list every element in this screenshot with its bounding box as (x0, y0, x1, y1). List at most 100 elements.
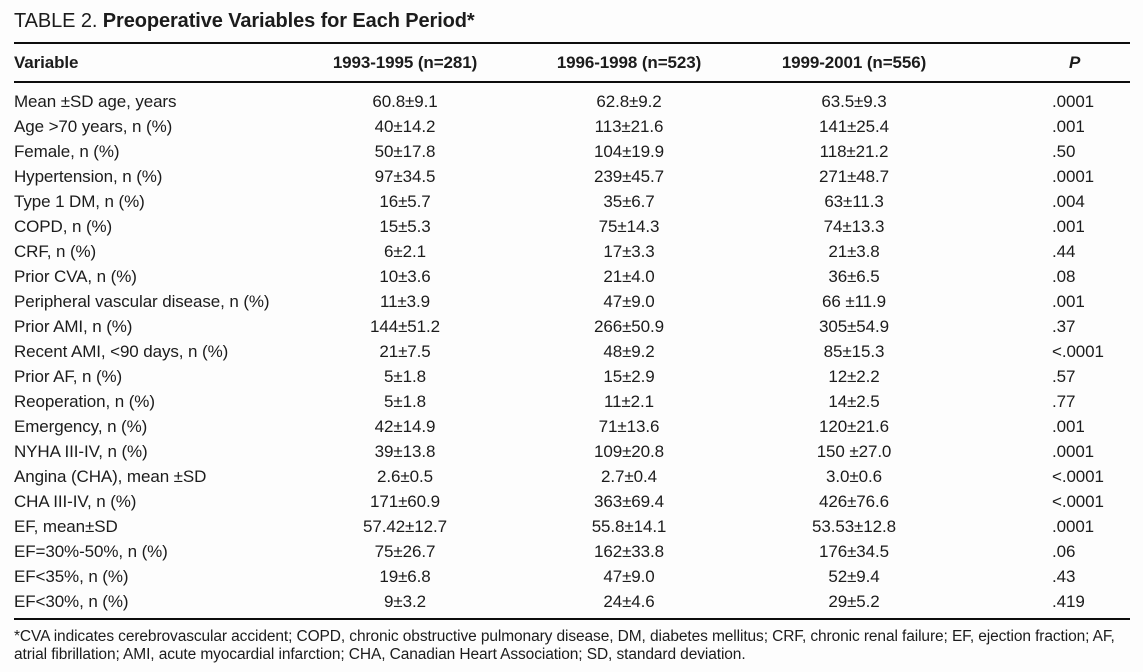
value-cell-period-2: 11±2.1 (603, 391, 654, 411)
value-cell-period-2: 15±2.9 (603, 366, 655, 386)
row-label-cell: Prior CVA, n (%) (14, 266, 137, 286)
value-cell-period-3: 63±11.3 (824, 191, 884, 211)
value-cell-period-3: 53.53±12.8 (812, 516, 896, 536)
value-cell-period-3: 36±6.5 (828, 266, 880, 286)
column-header-period-2: 1996-1998 (n=523) (556, 52, 702, 72)
row-label-cell: Prior AMI, n (%) (14, 316, 133, 336)
row-label-cell: NYHA III-IV, n (%) (14, 441, 148, 461)
value-cell-period-3: 3.0±0.6 (826, 466, 882, 486)
value-cell-period-1: 10±3.6 (379, 266, 431, 286)
value-cell-period-2: 113±21.6 (594, 116, 664, 136)
table-row: EF=30%-50%, n (%) 75±26.7 162±33.8 176±3… (14, 539, 1130, 564)
value-cell-period-1: 171±60.9 (370, 491, 440, 511)
p-value-cell: <.0001 (1052, 466, 1104, 486)
table-row: Emergency, n (%) 42±14.9 71±13.6 120±21.… (14, 414, 1130, 439)
value-cell-period-1: 5±1.8 (384, 391, 426, 411)
column-header-variable: Variable (14, 52, 79, 72)
table-rule-bottom (14, 618, 1130, 620)
row-label-cell: Age >70 years, n (%) (14, 116, 173, 136)
value-cell-period-3: 29±5.2 (828, 591, 880, 611)
row-label-cell: Angina (CHA), mean ±SD (14, 466, 207, 486)
value-cell-period-3: 176±34.5 (819, 541, 889, 561)
value-cell-period-3: 12±2.2 (828, 366, 880, 386)
value-cell-period-2: 17±3.3 (603, 241, 655, 261)
value-cell-period-2: 266±50.9 (594, 316, 664, 336)
row-label-cell: Reoperation, n (%) (14, 391, 155, 411)
value-cell-period-1: 144±51.2 (370, 316, 440, 336)
row-label-cell: Prior AF, n (%) (14, 366, 123, 386)
p-value-cell: .419 (1052, 591, 1085, 611)
row-label-cell: Recent AMI, <90 days, n (%) (14, 341, 229, 361)
row-label-cell: EF=30%-50%, n (%) (14, 541, 168, 561)
table-row: Female, n (%) 50±17.8 104±19.9 118±21.2 … (14, 139, 1130, 164)
value-cell-period-2: 109±20.8 (594, 441, 664, 461)
row-label-cell: EF, mean±SD (14, 516, 118, 536)
value-cell-period-3: 74±13.3 (823, 216, 885, 236)
table-row: Prior AMI, n (%) 144±51.2 266±50.9 305±5… (14, 314, 1130, 339)
row-label-cell: Mean ±SD age, years (14, 91, 177, 111)
value-cell-period-1: 9±3.2 (384, 591, 426, 611)
value-cell-period-1: 2.6±0.5 (377, 466, 433, 486)
table-row: Hypertension, n (%) 97±34.5 239±45.7 271… (14, 164, 1130, 189)
row-label-cell: Hypertension, n (%) (14, 166, 163, 186)
row-label-cell: CHA III-IV, n (%) (14, 491, 137, 511)
row-label-cell: COPD, n (%) (14, 216, 113, 236)
table-row: COPD, n (%) 15±5.3 75±14.3 74±13.3 .001 (14, 214, 1130, 239)
p-value-cell: <.0001 (1052, 341, 1104, 361)
table-row: Recent AMI, <90 days, n (%) 21±7.5 48±9.… (14, 339, 1130, 364)
table-row: EF<35%, n (%) 19±6.8 47±9.0 52±9.4 .43 (14, 564, 1130, 589)
value-cell-period-3: 426±76.6 (819, 491, 889, 511)
p-value-cell: .37 (1052, 316, 1076, 336)
table-row: Age >70 years, n (%) 40±14.2 113±21.6 14… (14, 114, 1130, 139)
table-row: EF<30%, n (%) 9±3.2 24±4.6 29±5.2 .419 (14, 589, 1130, 614)
value-cell-period-1: 15±5.3 (379, 216, 431, 236)
row-label-cell: Type 1 DM, n (%) (14, 191, 145, 211)
row-label-cell: EF<35%, n (%) (14, 566, 129, 586)
table-rule-header (14, 81, 1130, 83)
value-cell-period-3: 141±25.4 (819, 116, 889, 136)
value-cell-period-2: 35±6.7 (603, 191, 655, 211)
p-value-cell: .004 (1052, 191, 1085, 211)
p-value-cell: .0001 (1052, 516, 1095, 536)
value-cell-period-1: 42±14.9 (374, 416, 436, 436)
p-value-cell: .001 (1052, 416, 1085, 436)
row-label-cell: EF<30%, n (%) (14, 591, 129, 611)
column-header-p-value: P (1069, 52, 1081, 72)
p-value-cell: .08 (1052, 266, 1076, 286)
column-header-period-1: 1993-1995 (n=281) (332, 52, 478, 72)
table-row: Reoperation, n (%) 5±1.8 11±2.1 14±2.5 .… (14, 389, 1130, 414)
value-cell-period-2: 71±13.6 (598, 416, 660, 436)
value-cell-period-3: 120±21.6 (819, 416, 889, 436)
value-cell-period-1: 11±3.9 (379, 291, 430, 311)
p-value-cell: .44 (1052, 241, 1076, 261)
p-value-cell: .001 (1052, 216, 1085, 236)
value-cell-period-1: 21±7.5 (379, 341, 431, 361)
table-title: Preoperative Variables for Each Period* (102, 10, 475, 32)
value-cell-period-3: 271±48.7 (819, 166, 889, 186)
value-cell-period-3: 305±54.9 (819, 316, 889, 336)
value-cell-period-1: 60.8±9.1 (372, 91, 438, 111)
value-cell-period-2: 21±4.0 (603, 266, 655, 286)
p-value-cell: .001 (1052, 291, 1085, 311)
value-cell-period-3: 118±21.2 (819, 141, 889, 161)
value-cell-period-1: 97±34.5 (374, 166, 436, 186)
value-cell-period-3: 14±2.5 (828, 391, 880, 411)
value-cell-period-2: 75±14.3 (598, 216, 660, 236)
table-header-row: Variable 1993-1995 (n=281) 1996-1998 (n=… (14, 44, 1130, 81)
value-cell-period-1: 40±14.2 (374, 116, 436, 136)
table-row: Angina (CHA), mean ±SD 2.6±0.5 2.7±0.4 3… (14, 464, 1130, 489)
value-cell-period-1: 5±1.8 (384, 366, 426, 386)
value-cell-period-1: 6±2.1 (384, 241, 426, 261)
value-cell-period-1: 16±5.7 (379, 191, 431, 211)
table-row: Type 1 DM, n (%) 16±5.7 35±6.7 63±11.3 .… (14, 189, 1130, 214)
value-cell-period-2: 62.8±9.2 (596, 91, 662, 111)
p-value-cell: .0001 (1052, 441, 1095, 461)
table-row: Prior CVA, n (%) 10±3.6 21±4.0 36±6.5 .0… (14, 264, 1130, 289)
value-cell-period-3: 85±15.3 (823, 341, 885, 361)
table-rule-top (14, 42, 1130, 44)
row-label-cell: Emergency, n (%) (14, 416, 148, 436)
row-label-cell: CRF, n (%) (14, 241, 97, 261)
value-cell-period-3: 21±3.8 (828, 241, 880, 261)
column-header-period-3: 1999-2001 (n=556) (781, 52, 927, 72)
